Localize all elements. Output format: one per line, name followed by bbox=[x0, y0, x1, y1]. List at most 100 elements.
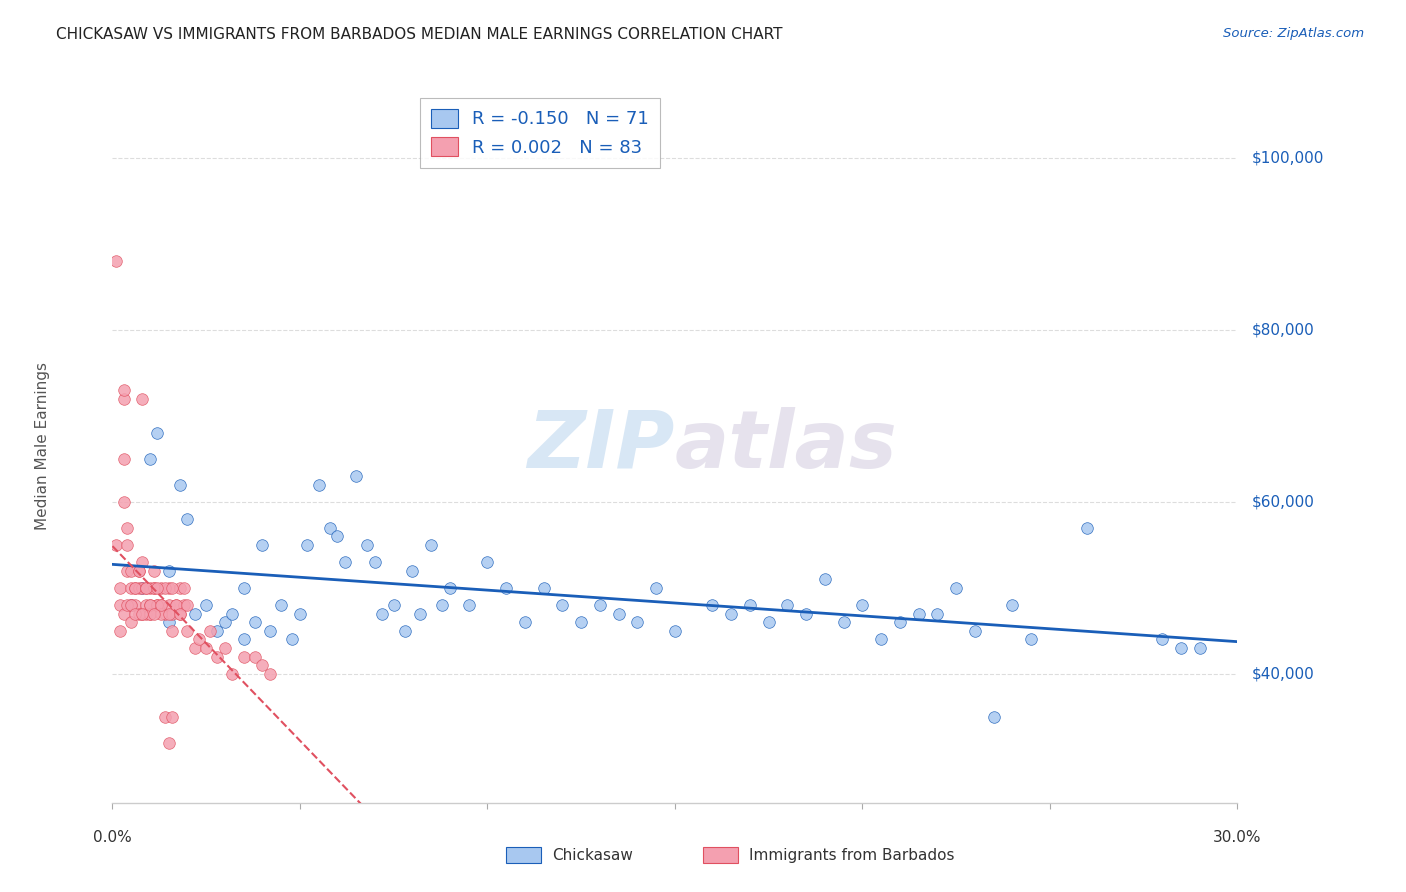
Point bbox=[1170, 641, 1192, 656]
Point bbox=[851, 598, 873, 612]
Point bbox=[344, 469, 367, 483]
Text: $80,000: $80,000 bbox=[1251, 322, 1315, 337]
Point bbox=[157, 598, 180, 612]
Point bbox=[135, 581, 157, 595]
Point bbox=[142, 581, 165, 595]
Point bbox=[131, 607, 153, 621]
Point bbox=[551, 598, 574, 612]
Point bbox=[117, 598, 139, 612]
Point bbox=[131, 555, 153, 569]
Text: 0.0%: 0.0% bbox=[93, 830, 132, 845]
Point bbox=[889, 615, 911, 630]
Point bbox=[162, 710, 184, 724]
Point bbox=[184, 607, 207, 621]
Point bbox=[165, 598, 187, 612]
Point bbox=[232, 649, 254, 664]
Text: 30.0%: 30.0% bbox=[1213, 830, 1261, 845]
Point bbox=[356, 538, 378, 552]
Point bbox=[157, 581, 180, 595]
Point bbox=[259, 624, 281, 638]
Point bbox=[150, 581, 173, 595]
Point bbox=[457, 598, 479, 612]
Point bbox=[720, 607, 742, 621]
Point bbox=[142, 607, 165, 621]
Point bbox=[139, 451, 162, 466]
Point bbox=[214, 641, 236, 656]
Point bbox=[120, 615, 142, 630]
Legend: R = -0.150   N = 71, R = 0.002   N = 83: R = -0.150 N = 71, R = 0.002 N = 83 bbox=[420, 98, 659, 168]
Point bbox=[187, 632, 209, 647]
Point bbox=[169, 581, 191, 595]
Point bbox=[214, 615, 236, 630]
Point bbox=[112, 383, 135, 397]
Point bbox=[173, 581, 195, 595]
Point bbox=[128, 564, 150, 578]
Point bbox=[112, 451, 135, 466]
Text: Median Male Earnings: Median Male Earnings bbox=[35, 362, 49, 530]
Point bbox=[589, 598, 612, 612]
Point bbox=[870, 632, 893, 647]
Point bbox=[135, 598, 157, 612]
Point bbox=[124, 607, 146, 621]
Text: ZIP: ZIP bbox=[527, 407, 675, 485]
Text: Source: ZipAtlas.com: Source: ZipAtlas.com bbox=[1223, 27, 1364, 40]
Point bbox=[108, 598, 131, 612]
Point bbox=[702, 598, 724, 612]
Point bbox=[1001, 598, 1024, 612]
Point bbox=[139, 598, 162, 612]
Point bbox=[117, 564, 139, 578]
Point bbox=[814, 572, 837, 586]
Point bbox=[439, 581, 461, 595]
Point bbox=[173, 598, 195, 612]
Point bbox=[221, 666, 243, 681]
Point bbox=[120, 564, 142, 578]
Point bbox=[153, 581, 176, 595]
Text: atlas: atlas bbox=[675, 407, 897, 485]
Point bbox=[162, 624, 184, 638]
Point bbox=[626, 615, 648, 630]
Point bbox=[243, 649, 266, 664]
Point bbox=[162, 581, 184, 595]
Point bbox=[738, 598, 761, 612]
Point bbox=[207, 624, 229, 638]
Point bbox=[420, 538, 443, 552]
Point bbox=[112, 495, 135, 509]
Point bbox=[270, 598, 292, 612]
Point bbox=[176, 624, 198, 638]
Point bbox=[146, 598, 169, 612]
Point bbox=[533, 581, 555, 595]
Point bbox=[157, 615, 180, 630]
Point bbox=[288, 607, 311, 621]
Point bbox=[150, 598, 173, 612]
Point bbox=[105, 538, 128, 552]
Point bbox=[112, 392, 135, 406]
Point bbox=[252, 658, 274, 673]
Point bbox=[495, 581, 517, 595]
Point bbox=[758, 615, 780, 630]
Point bbox=[432, 598, 454, 612]
Point bbox=[297, 538, 319, 552]
Point bbox=[927, 607, 949, 621]
Point bbox=[120, 581, 142, 595]
Point bbox=[142, 564, 165, 578]
Point bbox=[776, 598, 799, 612]
Point bbox=[1019, 632, 1042, 647]
Point bbox=[963, 624, 986, 638]
Point bbox=[146, 581, 169, 595]
Point bbox=[371, 607, 394, 621]
Point bbox=[128, 607, 150, 621]
Point bbox=[1152, 632, 1174, 647]
Point bbox=[983, 710, 1005, 724]
Point bbox=[169, 477, 191, 491]
Point bbox=[243, 615, 266, 630]
Point bbox=[832, 615, 855, 630]
Point bbox=[308, 477, 330, 491]
Point bbox=[124, 598, 146, 612]
Point bbox=[157, 736, 180, 750]
Point bbox=[139, 607, 162, 621]
Point bbox=[120, 598, 142, 612]
Point bbox=[207, 649, 229, 664]
Point bbox=[195, 598, 218, 612]
Point bbox=[128, 581, 150, 595]
Point bbox=[146, 598, 169, 612]
